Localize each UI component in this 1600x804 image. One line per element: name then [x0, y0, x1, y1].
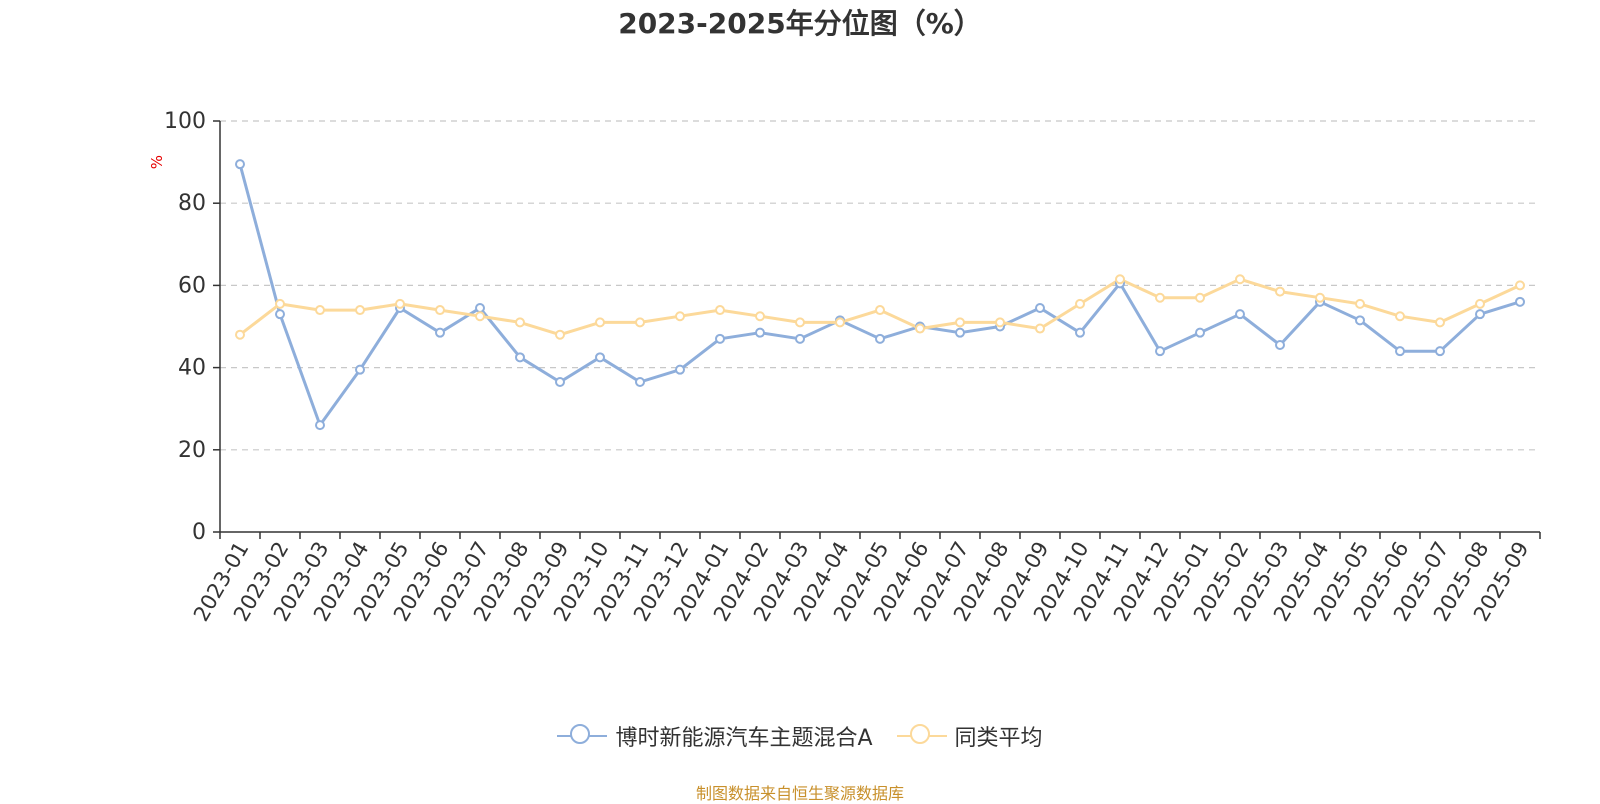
series-2-point — [995, 317, 1005, 328]
series-2-point — [875, 305, 885, 316]
series-1-point — [635, 376, 645, 387]
series-2-point — [755, 311, 765, 322]
y-tick-label: 100 — [164, 109, 206, 134]
series-1-point — [715, 333, 725, 344]
series-1-point — [595, 352, 605, 363]
legend-item-2[interactable]: 同类平均 — [896, 720, 1043, 752]
series-2-point — [1235, 274, 1245, 285]
series-1-point — [795, 333, 805, 344]
series-2-point — [955, 317, 965, 328]
series-1-point — [515, 352, 525, 363]
legend-marker-icon — [896, 723, 947, 749]
series-1-point — [1475, 309, 1485, 320]
series-2-point — [315, 305, 325, 316]
source-note: 制图数据来自恒生聚源数据库 — [695, 784, 904, 803]
series-1-point — [1395, 346, 1405, 357]
series-2-point — [1515, 280, 1525, 291]
series-1-point — [235, 159, 245, 170]
series-2-point — [715, 305, 725, 316]
series-1-point — [755, 327, 765, 338]
series-1-point — [1075, 327, 1085, 338]
series-2-point — [515, 317, 525, 328]
series-1-point — [555, 376, 565, 387]
series-2-point — [795, 317, 805, 328]
series-2-point — [435, 305, 445, 316]
series-2-point — [355, 305, 365, 316]
series-1-point — [315, 420, 325, 431]
series-2-point — [1315, 292, 1325, 303]
series-1-point — [1355, 315, 1365, 326]
series-2-point — [475, 311, 485, 322]
y-tick-label: 0 — [192, 520, 206, 545]
chart-title: 2023-2025年分位图（%） — [618, 7, 982, 40]
series-2-point — [1115, 274, 1125, 285]
series-2-point — [635, 317, 645, 328]
y-tick-label: 20 — [178, 438, 206, 463]
y-tick-label: 40 — [178, 356, 206, 381]
series-2-point — [1275, 286, 1285, 297]
series-2-point — [595, 317, 605, 328]
legend-label: 博时新能源汽车主题混合A — [615, 726, 873, 751]
series-2-point — [1195, 292, 1205, 303]
y-tick-label: 60 — [178, 273, 206, 298]
series-2-point — [915, 323, 925, 334]
series-2-point — [1035, 323, 1045, 334]
legend-marker-icon — [557, 723, 608, 749]
series-2-point — [1475, 298, 1485, 309]
series-1-point — [1275, 339, 1285, 350]
series-2-point — [1435, 317, 1445, 328]
legend: 博时新能源汽车主题混合A 同类平均 — [0, 720, 1600, 752]
series-1-point — [1035, 303, 1045, 314]
series-1-point — [275, 309, 285, 320]
series-1-point — [475, 303, 485, 314]
series-1-point — [675, 364, 685, 375]
series-1-point — [355, 364, 365, 375]
series-1-point — [1435, 346, 1445, 357]
series-2-point — [1355, 298, 1365, 309]
series-1-point — [1515, 296, 1525, 307]
series-2-point — [235, 329, 245, 340]
series-1-point — [435, 327, 445, 338]
series-2-point — [555, 329, 565, 340]
series-2-point — [675, 311, 685, 322]
series-2-point — [275, 298, 285, 309]
series-1-point — [1155, 346, 1165, 357]
series-1-point — [955, 327, 965, 338]
y-tick-label: 80 — [178, 191, 206, 216]
y-axis-label: % — [148, 155, 166, 169]
series-2-point — [835, 317, 845, 328]
series-2-point — [1155, 292, 1165, 303]
series-1-point — [875, 333, 885, 344]
series-2-point — [1075, 298, 1085, 309]
series-2-point — [1395, 311, 1405, 322]
series-1-point — [1235, 309, 1245, 320]
legend-label: 同类平均 — [954, 726, 1043, 751]
series-2-point — [395, 298, 405, 309]
legend-item-1[interactable]: 博时新能源汽车主题混合A — [557, 720, 873, 752]
series-1-point — [1195, 327, 1205, 338]
